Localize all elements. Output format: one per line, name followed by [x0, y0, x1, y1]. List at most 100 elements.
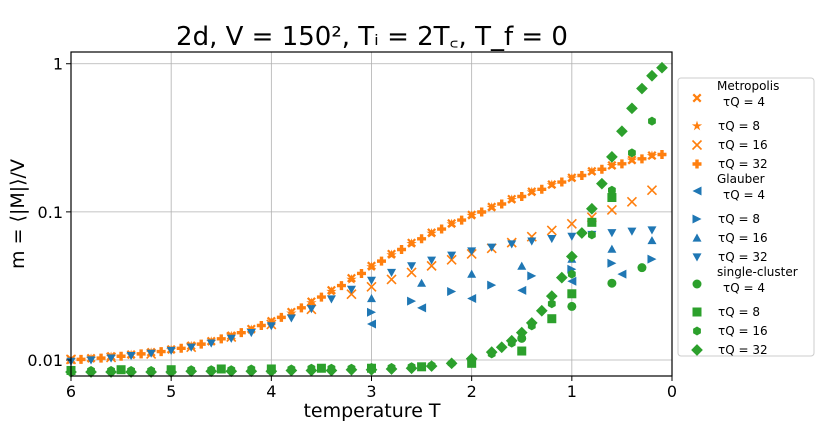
grid-lines [70, 52, 673, 376]
data-point [647, 226, 657, 235]
data-point [467, 294, 477, 304]
data-point [417, 234, 427, 244]
data-point [567, 269, 576, 279]
data-point [136, 349, 146, 359]
data-point [407, 262, 417, 271]
legend-marker [692, 186, 702, 196]
data-point [616, 125, 628, 138]
data-point [466, 210, 477, 220]
data-point [546, 179, 557, 190]
data-point [648, 116, 656, 126]
data-point [646, 69, 658, 82]
legend-marker [691, 139, 703, 151]
data-point [387, 268, 397, 277]
data-point [477, 207, 487, 217]
x-tick-label: 6 [66, 382, 76, 401]
data-point [566, 218, 577, 229]
data-point [125, 366, 137, 378]
data-point [567, 276, 577, 286]
data-point [467, 269, 477, 278]
x-tick-label: 1 [567, 382, 577, 401]
data-point [636, 82, 648, 95]
data-point [505, 334, 518, 347]
data-point [336, 281, 346, 291]
data-point [547, 299, 556, 309]
data-point [647, 254, 657, 264]
data-point [286, 314, 296, 323]
data-point [367, 319, 376, 329]
data-point [646, 150, 658, 161]
y-tick-label: 0.1 [38, 203, 63, 222]
axis-ticks: 6 5 4 3 2 1 0 0.01 0.1 1 [27, 55, 677, 401]
data-point [306, 297, 317, 308]
x-tick-label: 5 [166, 382, 176, 401]
data-point [567, 289, 577, 299]
legend-entry: τQ = 32 [692, 157, 768, 171]
data-point [587, 230, 596, 240]
data-point [656, 61, 668, 74]
data-point [547, 235, 557, 244]
data-point [246, 329, 256, 338]
series-Glauber-τQ = 4 [367, 269, 627, 329]
data-point [85, 366, 97, 378]
data-point [446, 218, 457, 229]
x-tick-label: 4 [266, 382, 276, 401]
data-point [86, 356, 96, 365]
data-point [385, 363, 398, 375]
data-point [525, 317, 538, 329]
series-single-cluster-τQ = 4 [367, 263, 647, 373]
data-point [567, 301, 577, 311]
data-point [397, 245, 407, 255]
data-point [545, 290, 558, 302]
data-point [196, 339, 206, 349]
legend-label: τQ = 32 [718, 157, 768, 171]
data-point [627, 227, 637, 236]
data-point [386, 274, 397, 285]
data-point [445, 357, 458, 370]
data-point [608, 185, 616, 195]
data-point [566, 172, 577, 183]
data-point [586, 166, 598, 176]
data-point [386, 249, 397, 260]
data-point [626, 102, 638, 115]
y-tick-label: 1 [53, 55, 63, 74]
legend-group-label: Glauber [717, 172, 765, 186]
legend-label: τQ = 8 [718, 305, 760, 319]
data-point [366, 281, 377, 292]
data-point [116, 365, 126, 375]
legend-marker [691, 344, 703, 356]
data-point [216, 334, 226, 344]
legend-marker [692, 93, 702, 103]
data-point [106, 354, 116, 363]
data-point [205, 365, 218, 378]
data-point [325, 364, 338, 377]
data-point [446, 254, 457, 265]
data-point [165, 366, 178, 378]
legend-marker [692, 307, 702, 317]
data-point [467, 247, 477, 256]
data-point [166, 346, 176, 355]
x-tick-label: 3 [366, 382, 376, 401]
data-point [176, 343, 186, 353]
data-point [487, 243, 497, 252]
data-point [96, 353, 106, 363]
data-point [256, 320, 266, 330]
data-point [657, 149, 667, 159]
data-point [517, 261, 527, 270]
legend-entry: τQ = 16 [693, 324, 768, 338]
series-single-cluster-τQ = 16 [67, 116, 656, 375]
data-point [366, 261, 377, 272]
data-point [346, 289, 357, 300]
y-axis-label: m = ⟨|M|⟩/V [7, 159, 29, 269]
data-point [245, 365, 258, 378]
legend-marker [692, 159, 702, 169]
legend-entry: Glauber τQ = 4 [692, 172, 765, 202]
data-point [346, 285, 356, 294]
legend-label: τQ = 32 [718, 343, 768, 357]
data-point [345, 363, 358, 376]
data-point [407, 296, 417, 306]
legend-marker [693, 326, 701, 336]
data-point [447, 287, 457, 297]
